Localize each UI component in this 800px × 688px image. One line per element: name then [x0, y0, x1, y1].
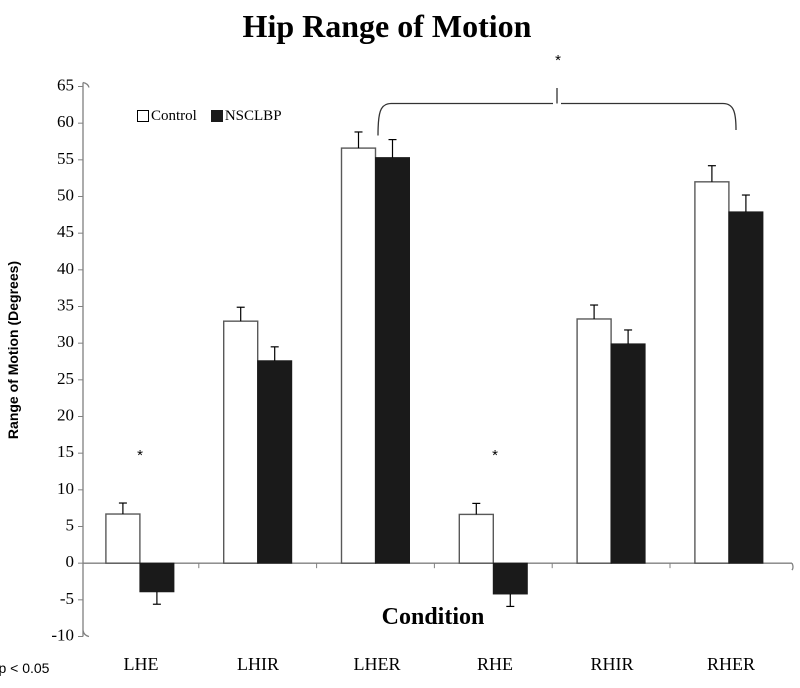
svg-text:*: * [492, 447, 498, 464]
svg-text:20: 20 [57, 405, 74, 424]
svg-text:40: 40 [57, 259, 74, 278]
svg-text:10: 10 [57, 479, 74, 498]
svg-text:*: * [137, 447, 143, 464]
svg-text:30: 30 [57, 332, 74, 351]
svg-text:65: 65 [57, 76, 74, 95]
svg-text:35: 35 [57, 295, 74, 314]
svg-text:15: 15 [57, 442, 74, 461]
svg-text:0: 0 [66, 552, 75, 571]
svg-text:60: 60 [57, 112, 74, 131]
svg-text:*: * [555, 52, 561, 69]
svg-text:50: 50 [57, 185, 74, 204]
svg-text:25: 25 [57, 369, 74, 388]
svg-text:-5: -5 [60, 589, 74, 608]
svg-text:55: 55 [57, 149, 74, 168]
svg-text:-10: -10 [51, 625, 74, 644]
svg-text:5: 5 [66, 515, 75, 534]
svg-text:45: 45 [57, 222, 74, 241]
